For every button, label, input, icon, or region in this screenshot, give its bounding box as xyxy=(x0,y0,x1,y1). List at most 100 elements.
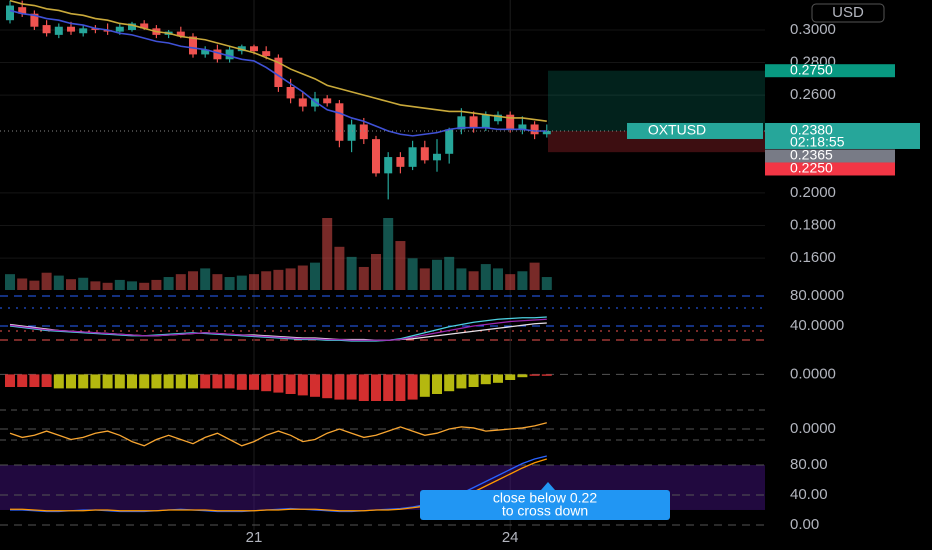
symbol-label: OXTUSD xyxy=(648,122,706,138)
last-price-box xyxy=(765,122,920,149)
volume-bar xyxy=(212,274,223,290)
volume-bar xyxy=(249,274,259,290)
volume-bar xyxy=(444,256,455,290)
histogram-bar xyxy=(334,374,345,400)
candle-body xyxy=(506,114,515,130)
candle-body xyxy=(189,36,197,55)
volume-bar xyxy=(285,268,296,290)
histogram-bar xyxy=(541,374,552,376)
volume-bar xyxy=(468,271,479,290)
histogram-bar xyxy=(261,374,272,392)
annotation-text: to cross down xyxy=(502,503,588,519)
volume-bar xyxy=(383,218,394,290)
candle-body xyxy=(286,87,295,99)
y-tick-label: 40.00 xyxy=(790,486,828,503)
currency[interactable]: USD xyxy=(832,4,864,21)
volume-bar xyxy=(29,280,40,290)
candle-body xyxy=(530,124,539,135)
volume-bar xyxy=(17,278,28,290)
volume-bar xyxy=(310,262,320,290)
candle-body xyxy=(518,124,527,130)
histogram-bar xyxy=(371,374,381,401)
histogram-bar xyxy=(29,374,40,387)
histogram-bar xyxy=(151,374,162,389)
y-tick-label: 80.0000 xyxy=(790,287,844,304)
y-tick-label: 0.2600 xyxy=(790,86,836,103)
histogram-bar xyxy=(175,374,186,389)
y-tick-label: 0.1600 xyxy=(790,249,836,266)
volume-bar xyxy=(66,279,76,290)
histogram-bar xyxy=(249,374,259,390)
candle-body xyxy=(298,98,307,107)
histogram-bar xyxy=(78,374,89,389)
price-tag xyxy=(765,149,895,163)
histogram-bar xyxy=(322,374,333,399)
candle-body xyxy=(323,98,332,104)
volume-bar xyxy=(41,272,52,290)
candle-body xyxy=(250,46,258,52)
candle-body xyxy=(469,116,478,128)
volume-bar xyxy=(407,258,418,290)
candle-body xyxy=(115,26,124,32)
histogram-bar xyxy=(493,374,503,383)
volume-bar xyxy=(139,282,150,290)
histogram-bar xyxy=(188,374,198,389)
histogram-bar xyxy=(395,374,406,401)
target-zone xyxy=(548,70,765,131)
y-tick-label: 0.2000 xyxy=(790,184,836,201)
price-tag-label: 0.2250 xyxy=(790,160,833,176)
annotation-box xyxy=(420,490,670,520)
histogram-bar xyxy=(456,374,467,389)
currency-box[interactable] xyxy=(811,3,885,23)
volume-bar xyxy=(334,246,345,290)
volume-bar xyxy=(419,268,430,290)
histogram-bar xyxy=(285,374,296,394)
histogram-bar xyxy=(310,374,320,397)
candle-body xyxy=(347,124,356,141)
candle-body xyxy=(54,26,63,35)
last-price-label: 0.2380 xyxy=(790,122,833,138)
indicator-line xyxy=(9,316,547,342)
volume-bar xyxy=(395,241,406,290)
histogram-bar xyxy=(139,374,150,389)
volume-bar xyxy=(175,274,186,290)
histogram-bar xyxy=(114,374,125,389)
volume-bar xyxy=(261,271,272,290)
countdown-label: 02:18:55 xyxy=(790,134,845,150)
candle-body xyxy=(335,103,344,141)
x-tick-label: 21 xyxy=(246,529,263,546)
candle-body xyxy=(481,114,490,128)
volume-bar xyxy=(529,262,540,290)
indicator-line xyxy=(9,422,547,447)
candle-body xyxy=(274,57,283,87)
y-tick-label: 0.0000 xyxy=(790,365,836,382)
volume-bar xyxy=(78,277,89,290)
histogram-bar xyxy=(5,374,15,387)
histogram-bar xyxy=(66,374,76,389)
candle-body xyxy=(67,26,75,32)
candle-body xyxy=(225,49,234,60)
candle-body xyxy=(18,7,27,14)
volume-bar xyxy=(151,279,162,290)
histogram-bar xyxy=(163,374,174,389)
histogram-bar xyxy=(444,374,455,392)
volume-bar xyxy=(371,254,381,290)
histogram-bar xyxy=(468,374,479,387)
histogram-bar xyxy=(480,374,491,385)
volume-bar xyxy=(53,275,64,290)
volume-bar xyxy=(493,268,503,290)
candle-body xyxy=(6,5,14,21)
histogram-bar xyxy=(383,374,394,401)
y-tick-label: 0.1800 xyxy=(790,216,836,233)
candle-body xyxy=(201,49,210,55)
candle-body xyxy=(445,129,454,154)
histogram-bar xyxy=(200,374,211,389)
histogram-bar xyxy=(90,374,101,389)
volume-bar xyxy=(90,281,101,290)
histogram-bar xyxy=(297,374,308,396)
candle-body xyxy=(176,31,185,37)
volume-bar xyxy=(346,256,357,290)
candle-body xyxy=(384,157,393,174)
